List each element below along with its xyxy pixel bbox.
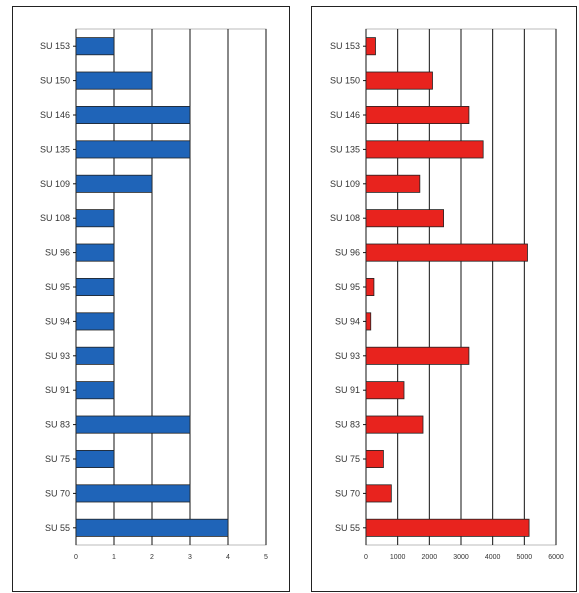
bar <box>75 209 115 228</box>
category-label: SU 91 <box>335 385 360 395</box>
bar <box>75 415 191 434</box>
category-label: SU 93 <box>45 351 70 361</box>
chart-panel-right: 0 1000 2000 3000 4000 5000 6000 SU 153 SU 150 SU … <box>311 6 577 592</box>
category-label: SU 96 <box>335 248 360 258</box>
x-tick-label: 3 <box>188 554 192 561</box>
x-tick-label: 6000 <box>548 554 564 561</box>
category-label: SU 153 <box>330 41 360 51</box>
x-tick-label: 2000 <box>422 554 438 561</box>
bar <box>75 106 191 125</box>
bar <box>365 37 376 56</box>
x-tick-label: 4 <box>226 554 230 561</box>
category-label: SU 135 <box>330 144 360 154</box>
category-label: SU 93 <box>335 351 360 361</box>
bar-chart-right: 0 1000 2000 3000 4000 5000 6000 SU 153 SU 150 SU … <box>330 28 564 561</box>
bar <box>365 484 392 503</box>
x-tick-label: 5 <box>264 554 268 561</box>
category-label: SU 75 <box>335 454 360 464</box>
category-label: SU 150 <box>40 76 70 86</box>
chart-panel-left: 0 1 2 3 4 5 SU 153 SU 150 SU 146 SU 135 SU 109 SU 1… <box>12 6 290 592</box>
bar <box>365 106 470 125</box>
category-label: SU 83 <box>45 420 70 430</box>
category-label: SU 146 <box>40 110 70 120</box>
bar-chart-left: 0 1 2 3 4 5 SU 153 SU 150 SU 146 SU 135 SU 109 SU 1… <box>40 28 268 561</box>
bar <box>75 174 153 193</box>
category-label: SU 109 <box>330 179 360 189</box>
category-label: SU 135 <box>40 144 70 154</box>
x-tick-label: 0 <box>364 554 368 561</box>
bar <box>365 518 530 537</box>
bar <box>365 312 372 331</box>
category-label: SU 75 <box>45 454 70 464</box>
category-label: SU 146 <box>330 110 360 120</box>
bar <box>75 140 191 159</box>
category-label: SU 95 <box>335 282 360 292</box>
x-tick-label: 3000 <box>453 554 469 561</box>
category-label: SU 150 <box>330 76 360 86</box>
bar <box>365 140 484 159</box>
bar <box>75 518 229 537</box>
x-tick-label: 5000 <box>517 554 533 561</box>
bar <box>75 71 153 90</box>
bar <box>365 346 470 365</box>
bar <box>365 381 405 400</box>
category-label: SU 153 <box>40 41 70 51</box>
category-label: SU 108 <box>40 213 70 223</box>
bar <box>75 484 191 503</box>
x-tick-label: 1 <box>112 554 116 561</box>
bar <box>365 449 384 468</box>
category-label: SU 108 <box>330 213 360 223</box>
bar <box>365 209 444 228</box>
category-label: SU 70 <box>335 488 360 498</box>
category-label: SU 91 <box>45 385 70 395</box>
category-label: SU 55 <box>45 523 70 533</box>
category-label: SU 55 <box>335 523 360 533</box>
category-label: SU 96 <box>45 248 70 258</box>
x-tick-label: 0 <box>74 554 78 561</box>
bar <box>365 174 421 193</box>
category-label: SU 70 <box>45 488 70 498</box>
category-label: SU 95 <box>45 282 70 292</box>
category-label: SU 83 <box>335 420 360 430</box>
category-label: SU 94 <box>335 316 360 326</box>
bar <box>365 243 528 262</box>
x-tick-label: 2 <box>150 554 154 561</box>
bar <box>365 415 424 434</box>
category-label: SU 94 <box>45 316 70 326</box>
bar <box>365 71 433 90</box>
category-label: SU 109 <box>40 179 70 189</box>
x-tick-label: 1000 <box>390 554 406 561</box>
bar <box>75 243 115 262</box>
bar <box>75 312 115 331</box>
bar <box>365 277 375 296</box>
bar <box>75 37 115 56</box>
bar <box>75 381 115 400</box>
x-tick-label: 4000 <box>485 554 501 561</box>
bar <box>75 346 115 365</box>
bar <box>75 449 115 468</box>
bar <box>75 277 115 296</box>
